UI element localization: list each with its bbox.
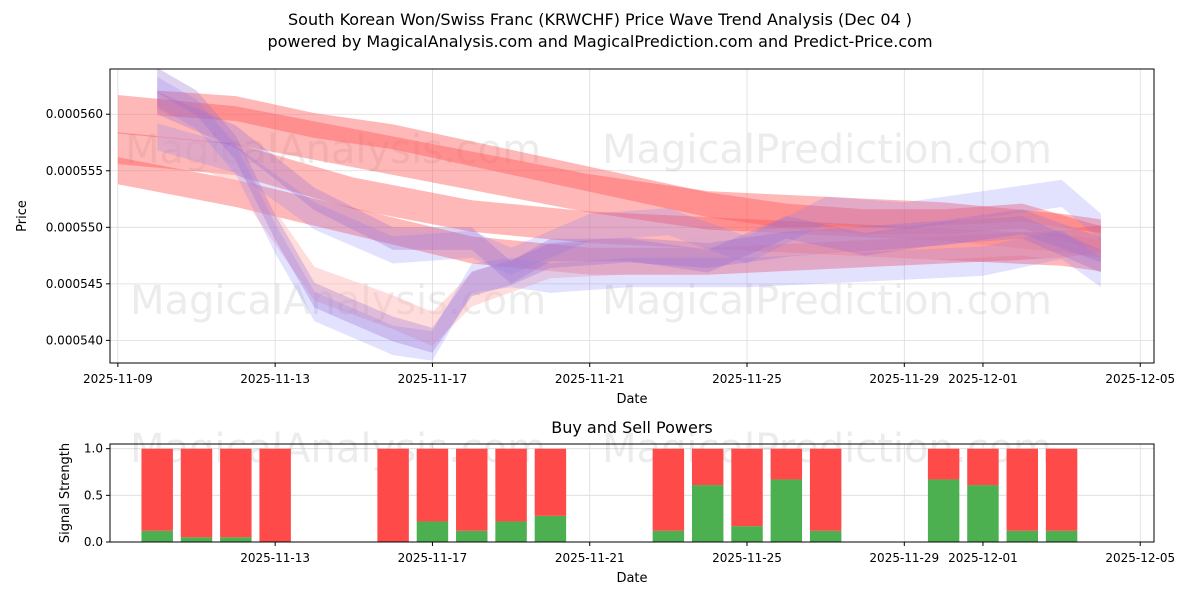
buy-bar <box>495 521 527 542</box>
sell-bar <box>534 448 567 516</box>
y-tick-label: 0.000560 <box>46 107 103 121</box>
x-tick-label: 2025-11-21 <box>555 372 625 386</box>
x-tick-label: 2025-11-13 <box>240 372 310 386</box>
price-plot-frame <box>109 68 1155 364</box>
watermark-text: MagicalAnalysis.com <box>125 127 541 173</box>
signal-x-label: Date <box>616 571 647 586</box>
x-tick-label: 2025-11-17 <box>398 551 468 565</box>
sell-bar <box>731 448 763 527</box>
sell-bar <box>495 448 527 522</box>
price-watermarks: MagicalAnalysis.com MagicalPrediction.co… <box>125 127 1052 324</box>
x-tick-label: 2025-11-29 <box>869 551 939 565</box>
signal-plot-frame <box>109 443 1155 543</box>
watermark-text: MagicalPrediction.com <box>602 278 1052 324</box>
buy-bar <box>534 515 567 542</box>
x-tick-label: 2025-11-13 <box>240 551 310 565</box>
buy-bar <box>180 537 213 542</box>
buy-bar <box>770 479 803 542</box>
x-tick-label: 2025-12-05 <box>1105 372 1175 386</box>
price-bands <box>117 67 1101 361</box>
buy-bar <box>1006 530 1038 542</box>
y-tick-label: 0.0 <box>84 535 103 549</box>
x-tick-label: 2025-11-25 <box>712 551 782 565</box>
sell-bar <box>220 448 252 538</box>
price-y-label: Price <box>15 200 30 232</box>
price-band-purple-band-2 <box>157 91 1101 284</box>
price-x-axis: 2025-11-09 2025-11-13 2025-11-17 2025-11-21… <box>83 363 1175 386</box>
buy-bar <box>809 530 842 542</box>
y-tick-label: 0.000540 <box>46 333 103 347</box>
buy-bar <box>691 485 724 542</box>
sell-bar <box>1006 448 1038 531</box>
y-tick-label: 0.5 <box>84 488 103 502</box>
price-band-red-band-3 <box>117 157 1101 275</box>
sell-bar <box>691 448 724 486</box>
sell-bar <box>927 448 960 480</box>
sell-bar <box>1045 448 1078 531</box>
x-tick-label: 2025-11-29 <box>869 372 939 386</box>
signal-x-axis: 2025-11-13 2025-11-17 2025-11-21 2025-11-25… <box>240 542 1175 565</box>
signal-y-axis: 0.0 0.5 1.0 <box>84 442 110 549</box>
price-band-pink-band <box>157 108 1101 346</box>
buy-bar <box>220 537 252 542</box>
buy-bar <box>731 526 763 542</box>
buy-bar <box>416 521 449 542</box>
x-tick-label: 2025-11-25 <box>712 372 782 386</box>
watermark-text: MagicalAnalysis.com <box>130 278 546 324</box>
y-tick-label: 1.0 <box>84 442 103 456</box>
x-tick-label: 2025-11-17 <box>398 372 468 386</box>
chart-title: South Korean Won/Swiss Franc (KRWCHF) Pr… <box>288 10 912 29</box>
buy-bar <box>967 485 999 542</box>
price-band-red-band-4 <box>157 90 1101 252</box>
x-tick-label: 2025-12-01 <box>948 551 1018 565</box>
buy-bar <box>927 479 960 542</box>
sell-bar <box>770 448 803 480</box>
price-x-label: Date <box>616 392 647 407</box>
signal-y-label: Signal Strength <box>58 443 73 543</box>
sell-bar <box>377 448 409 542</box>
x-tick-label: 2025-12-05 <box>1105 551 1175 565</box>
sell-bar <box>141 448 173 531</box>
signal-chart-title: Buy and Sell Powers <box>551 418 713 437</box>
price-y-axis: 0.000540 0.000545 0.000550 0.000555 0.000560 <box>46 107 110 347</box>
chart-subtitle: powered by MagicalAnalysis.com and Magic… <box>267 32 933 51</box>
y-tick-label: 0.000555 <box>46 164 103 178</box>
sell-bar <box>652 448 685 531</box>
y-tick-label: 0.000545 <box>46 277 103 291</box>
price-grid <box>110 69 1154 363</box>
x-tick-label: 2025-12-01 <box>948 372 1018 386</box>
sell-bar <box>416 448 449 522</box>
sell-bar <box>259 448 291 542</box>
signal-bars <box>141 448 1078 542</box>
x-tick-label: 2025-11-21 <box>555 551 625 565</box>
y-tick-label: 0.000550 <box>46 220 103 234</box>
sell-bar <box>180 448 213 538</box>
sell-bar <box>809 448 842 531</box>
buy-bar <box>1045 530 1078 542</box>
sell-bar <box>967 448 999 486</box>
price-band-blue-band-2 <box>157 123 1101 275</box>
sell-bar <box>456 448 488 531</box>
watermark-text: MagicalPrediction.com <box>602 127 1052 173</box>
buy-bar <box>456 530 488 542</box>
price-band-red-band-2 <box>117 132 1101 272</box>
buy-bar <box>652 530 685 542</box>
x-tick-label: 2025-11-09 <box>83 372 153 386</box>
buy-bar <box>141 530 173 542</box>
price-band-red-band-1 <box>117 95 1101 258</box>
